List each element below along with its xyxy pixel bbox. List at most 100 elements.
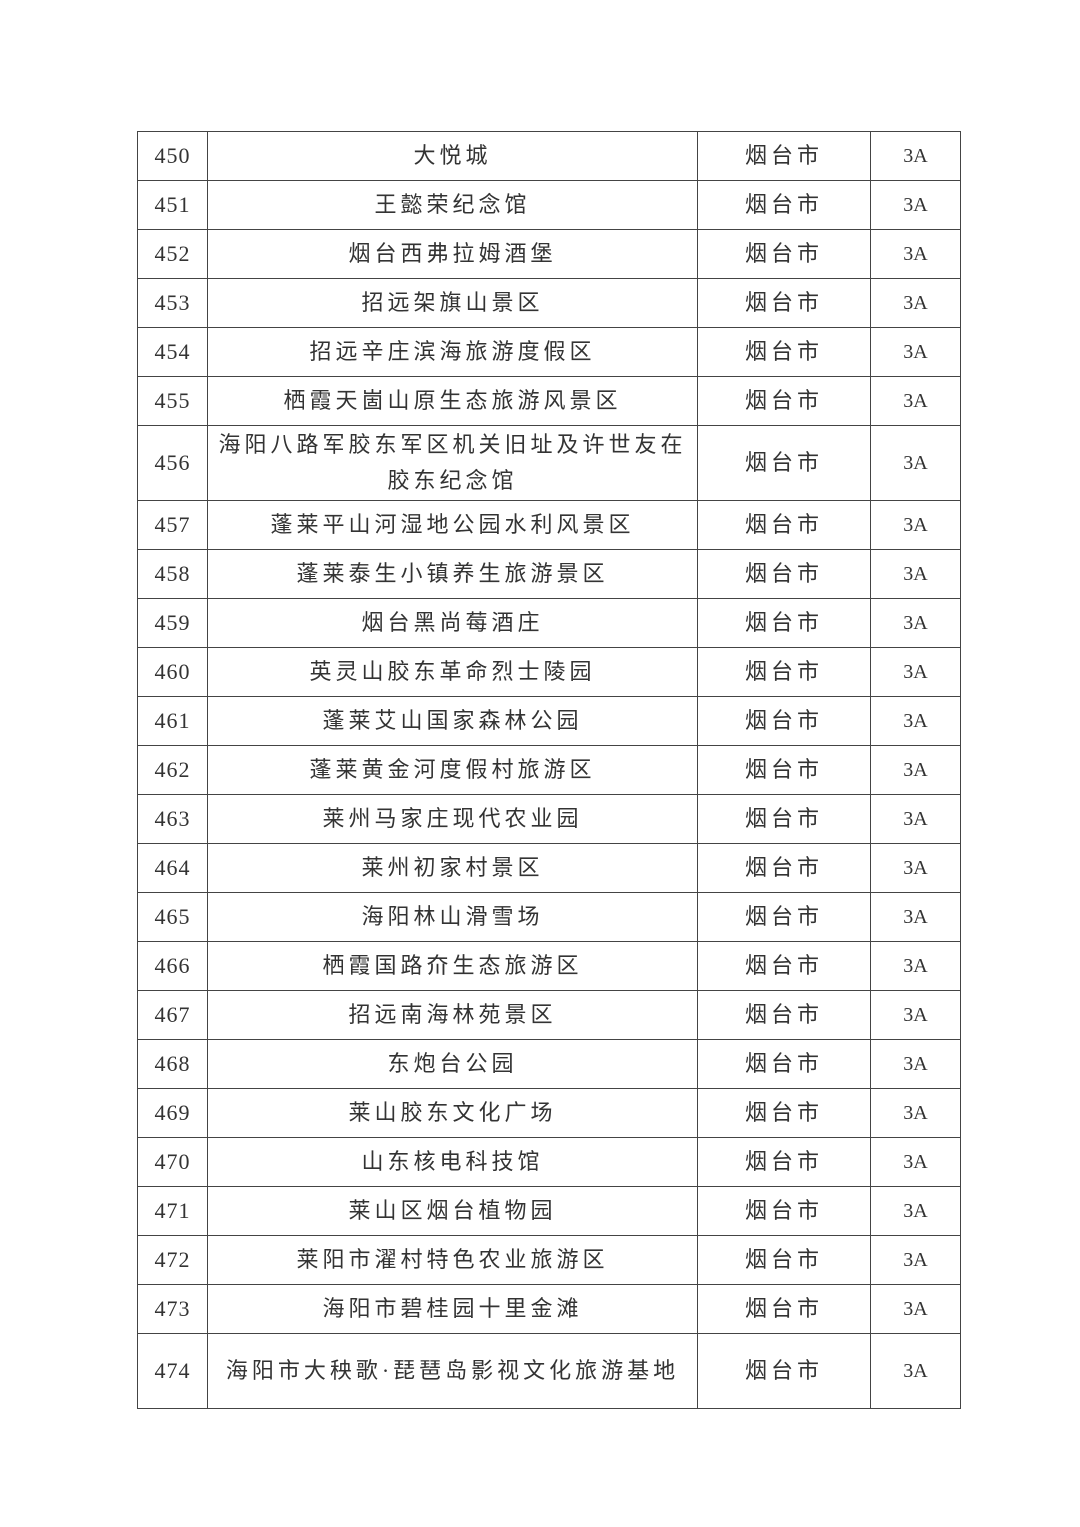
- rating-level: 3A: [870, 1333, 961, 1409]
- row-number: 454: [137, 327, 208, 377]
- row-number: 460: [137, 647, 208, 697]
- row-number: 465: [137, 892, 208, 942]
- spot-name: 海阳林山滑雪场: [207, 892, 698, 942]
- spot-name: 海阳市碧桂园十里金滩: [207, 1284, 698, 1334]
- city-name: 烟台市: [697, 425, 871, 501]
- table-row: 468 东炮台公园 烟台市 3A: [137, 1039, 961, 1089]
- city-name: 烟台市: [697, 549, 871, 599]
- spot-name: 莱阳市濯村特色农业旅游区: [207, 1235, 698, 1285]
- spot-name: 蓬莱黄金河度假村旅游区: [207, 745, 698, 795]
- city-name: 烟台市: [697, 131, 871, 181]
- scenic-spots-table: 450 大悦城 烟台市 3A 451 王懿荣纪念馆 烟台市 3A 452 烟台西弗拉姆酒堡 烟台市 3…: [137, 131, 961, 1409]
- rating-level: 3A: [870, 696, 961, 746]
- rating-level: 3A: [870, 892, 961, 942]
- table-row: 451 王懿荣纪念馆 烟台市 3A: [137, 180, 961, 230]
- table-row: 460 英灵山胶东革命烈士陵园 烟台市 3A: [137, 647, 961, 697]
- row-number: 451: [137, 180, 208, 230]
- city-name: 烟台市: [697, 327, 871, 377]
- rating-level: 3A: [870, 376, 961, 426]
- rating-level: 3A: [870, 1235, 961, 1285]
- city-name: 烟台市: [697, 598, 871, 648]
- city-name: 烟台市: [697, 1137, 871, 1187]
- spot-name: 东炮台公园: [207, 1039, 698, 1089]
- spot-name: 招远南海林苑景区: [207, 990, 698, 1040]
- row-number: 457: [137, 500, 208, 550]
- spot-name: 英灵山胶东革命烈士陵园: [207, 647, 698, 697]
- spot-name: 山东核电科技馆: [207, 1137, 698, 1187]
- row-number: 468: [137, 1039, 208, 1089]
- row-number: 452: [137, 229, 208, 279]
- table-row: 474 海阳市大秧歌·琵琶岛影视文化旅游基地 烟台市 3A: [137, 1333, 961, 1409]
- spot-name: 蓬莱平山河湿地公园水利风景区: [207, 500, 698, 550]
- row-number: 462: [137, 745, 208, 795]
- table-row: 458 蓬莱泰生小镇养生旅游景区 烟台市 3A: [137, 549, 961, 599]
- rating-level: 3A: [870, 500, 961, 550]
- city-name: 烟台市: [697, 745, 871, 795]
- table-row: 450 大悦城 烟台市 3A: [137, 131, 961, 181]
- table-row: 462 蓬莱黄金河度假村旅游区 烟台市 3A: [137, 745, 961, 795]
- rating-level: 3A: [870, 598, 961, 648]
- table-body: 450 大悦城 烟台市 3A 451 王懿荣纪念馆 烟台市 3A 452 烟台西弗拉姆酒堡 烟台市 3…: [137, 131, 961, 1409]
- table-row: 456 海阳八路军胶东军区机关旧址及许世友在胶东纪念馆 烟台市 3A: [137, 425, 961, 501]
- spot-name: 莱山区烟台植物园: [207, 1186, 698, 1236]
- spot-name: 莱州初家村景区: [207, 843, 698, 893]
- rating-level: 3A: [870, 229, 961, 279]
- spot-name: 蓬莱泰生小镇养生旅游景区: [207, 549, 698, 599]
- table-row: 469 莱山胶东文化广场 烟台市 3A: [137, 1088, 961, 1138]
- spot-name: 海阳市大秧歌·琵琶岛影视文化旅游基地: [207, 1333, 698, 1409]
- spot-name: 栖霞天崮山原生态旅游风景区: [207, 376, 698, 426]
- rating-level: 3A: [870, 990, 961, 1040]
- table-row: 470 山东核电科技馆 烟台市 3A: [137, 1137, 961, 1187]
- row-number: 472: [137, 1235, 208, 1285]
- city-name: 烟台市: [697, 794, 871, 844]
- city-name: 烟台市: [697, 376, 871, 426]
- city-name: 烟台市: [697, 990, 871, 1040]
- table-row: 455 栖霞天崮山原生态旅游风景区 烟台市 3A: [137, 376, 961, 426]
- city-name: 烟台市: [697, 500, 871, 550]
- rating-level: 3A: [870, 843, 961, 893]
- rating-level: 3A: [870, 941, 961, 991]
- city-name: 烟台市: [697, 180, 871, 230]
- city-name: 烟台市: [697, 941, 871, 991]
- table-row: 452 烟台西弗拉姆酒堡 烟台市 3A: [137, 229, 961, 279]
- row-number: 473: [137, 1284, 208, 1334]
- spot-name: 莱州马家庄现代农业园: [207, 794, 698, 844]
- city-name: 烟台市: [697, 1039, 871, 1089]
- row-number: 464: [137, 843, 208, 893]
- city-name: 烟台市: [697, 843, 871, 893]
- row-number: 474: [137, 1333, 208, 1409]
- rating-level: 3A: [870, 1039, 961, 1089]
- table-row: 472 莱阳市濯村特色农业旅游区 烟台市 3A: [137, 1235, 961, 1285]
- table-row: 463 莱州马家庄现代农业园 烟台市 3A: [137, 794, 961, 844]
- city-name: 烟台市: [697, 1186, 871, 1236]
- city-name: 烟台市: [697, 892, 871, 942]
- table-row: 459 烟台黑尚莓酒庄 烟台市 3A: [137, 598, 961, 648]
- table-row: 465 海阳林山滑雪场 烟台市 3A: [137, 892, 961, 942]
- table-row: 457 蓬莱平山河湿地公园水利风景区 烟台市 3A: [137, 500, 961, 550]
- spot-name: 招远辛庄滨海旅游度假区: [207, 327, 698, 377]
- rating-level: 3A: [870, 1284, 961, 1334]
- rating-level: 3A: [870, 1137, 961, 1187]
- row-number: 467: [137, 990, 208, 1040]
- rating-level: 3A: [870, 278, 961, 328]
- row-number: 463: [137, 794, 208, 844]
- city-name: 烟台市: [697, 1333, 871, 1409]
- row-number: 470: [137, 1137, 208, 1187]
- row-number: 450: [137, 131, 208, 181]
- spot-name: 莱山胶东文化广场: [207, 1088, 698, 1138]
- table-row: 466 栖霞国路夼生态旅游区 烟台市 3A: [137, 941, 961, 991]
- city-name: 烟台市: [697, 278, 871, 328]
- city-name: 烟台市: [697, 647, 871, 697]
- spot-name: 大悦城: [207, 131, 698, 181]
- rating-level: 3A: [870, 1088, 961, 1138]
- spot-name: 栖霞国路夼生态旅游区: [207, 941, 698, 991]
- row-number: 471: [137, 1186, 208, 1236]
- row-number: 461: [137, 696, 208, 746]
- table-row: 461 蓬莱艾山国家森林公园 烟台市 3A: [137, 696, 961, 746]
- spot-name: 王懿荣纪念馆: [207, 180, 698, 230]
- rating-level: 3A: [870, 745, 961, 795]
- table-row: 473 海阳市碧桂园十里金滩 烟台市 3A: [137, 1284, 961, 1334]
- table-row: 454 招远辛庄滨海旅游度假区 烟台市 3A: [137, 327, 961, 377]
- city-name: 烟台市: [697, 1284, 871, 1334]
- row-number: 453: [137, 278, 208, 328]
